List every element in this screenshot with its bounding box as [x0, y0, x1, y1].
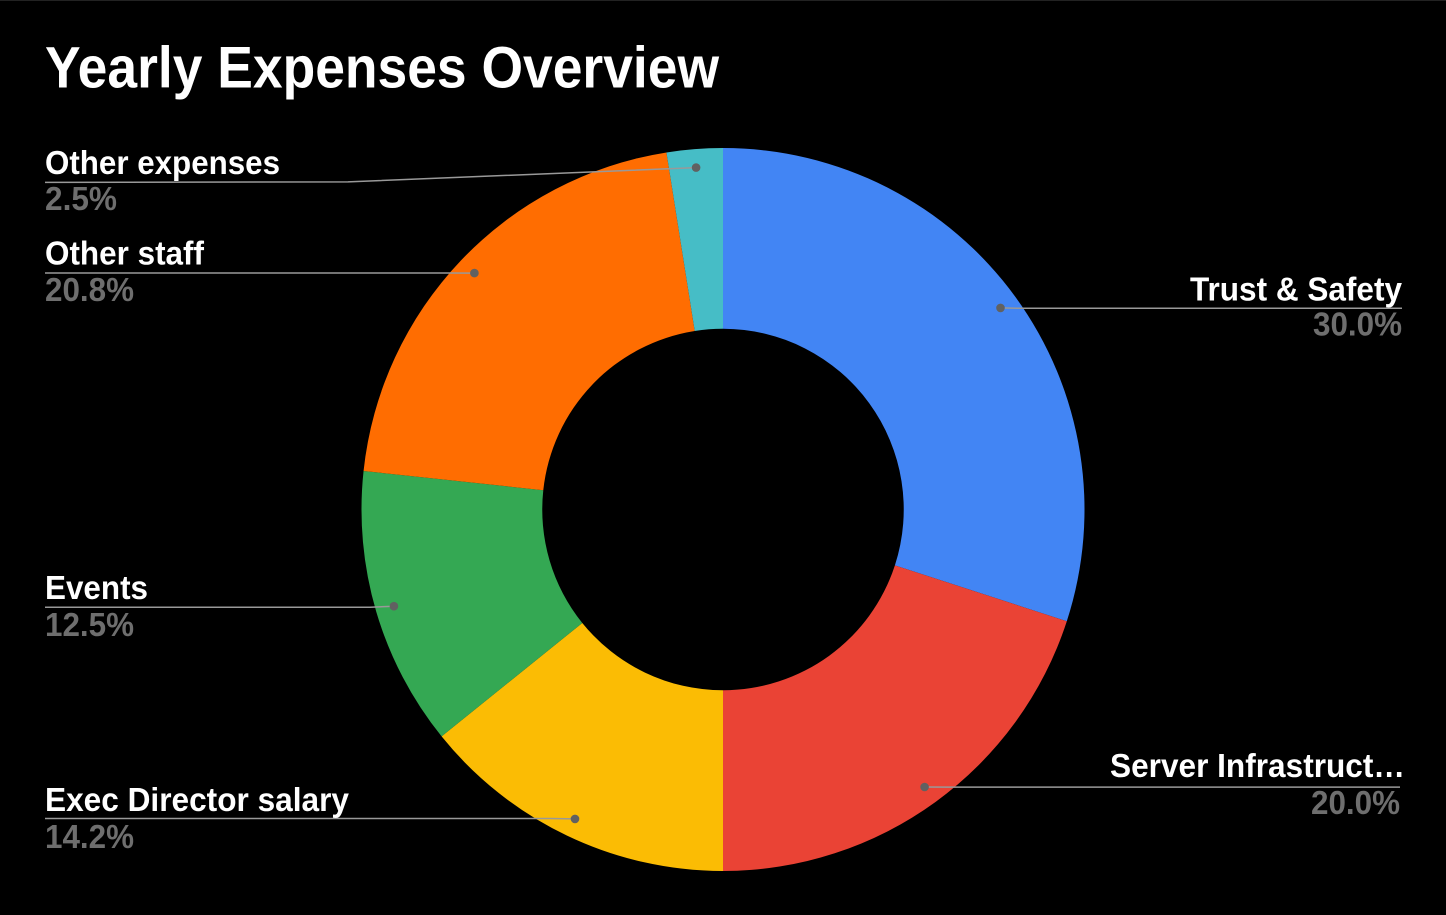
svg-text:14.2%: 14.2% [45, 819, 134, 856]
svg-text:20.8%: 20.8% [45, 272, 134, 309]
svg-text:12.5%: 12.5% [45, 607, 134, 644]
svg-text:Exec Director salary: Exec Director salary [45, 782, 349, 819]
svg-text:Other staff: Other staff [45, 236, 205, 273]
svg-text:Events: Events [45, 570, 148, 607]
svg-text:30.0%: 30.0% [1313, 307, 1402, 344]
svg-text:20.0%: 20.0% [1311, 785, 1400, 822]
svg-text:Yearly Expenses Overview: Yearly Expenses Overview [45, 36, 720, 101]
svg-text:Other expenses: Other expenses [45, 145, 280, 182]
svg-text:2.5%: 2.5% [45, 181, 117, 218]
svg-text:Server Infrastruct…: Server Infrastruct… [1110, 748, 1405, 785]
svg-text:Trust & Safety: Trust & Safety [1190, 271, 1402, 308]
